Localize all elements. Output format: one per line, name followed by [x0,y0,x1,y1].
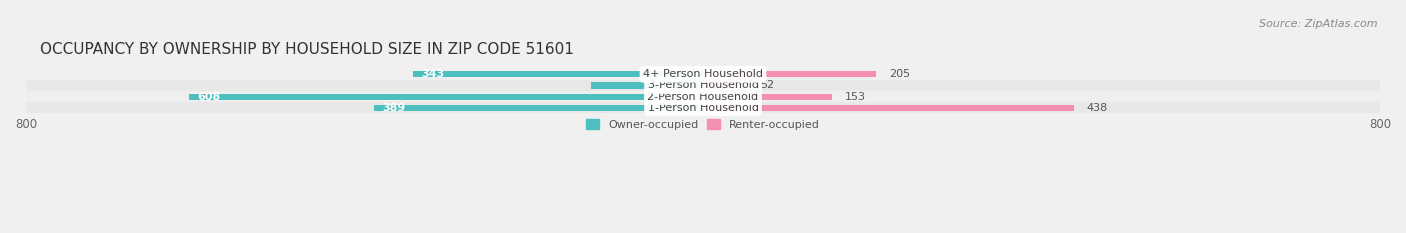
Bar [703,71,876,77]
Text: 1-Person Household: 1-Person Household [648,103,758,113]
Text: 153: 153 [845,92,866,102]
Bar [188,93,703,100]
Text: 343: 343 [422,69,444,79]
Text: 389: 389 [382,103,405,113]
Text: 4+ Person Household: 4+ Person Household [643,69,763,79]
Bar [592,82,703,89]
Bar [374,105,703,111]
Bar [413,71,703,77]
Legend: Owner-occupied, Renter-occupied: Owner-occupied, Renter-occupied [583,117,823,132]
Bar [27,69,1379,80]
Text: 132: 132 [673,80,695,90]
Bar [703,93,832,100]
Text: 205: 205 [889,69,910,79]
Text: Source: ZipAtlas.com: Source: ZipAtlas.com [1260,19,1378,29]
Text: 2-Person Household: 2-Person Household [647,92,759,102]
Text: 3-Person Household: 3-Person Household [648,80,758,90]
Text: OCCUPANCY BY OWNERSHIP BY HOUSEHOLD SIZE IN ZIP CODE 51601: OCCUPANCY BY OWNERSHIP BY HOUSEHOLD SIZE… [39,42,574,57]
Bar [703,105,1074,111]
Text: 52: 52 [759,80,773,90]
Bar [27,80,1379,91]
Text: 438: 438 [1087,103,1108,113]
Bar [27,102,1379,113]
Text: 608: 608 [197,92,221,102]
Bar [27,91,1379,102]
Bar [703,82,747,89]
